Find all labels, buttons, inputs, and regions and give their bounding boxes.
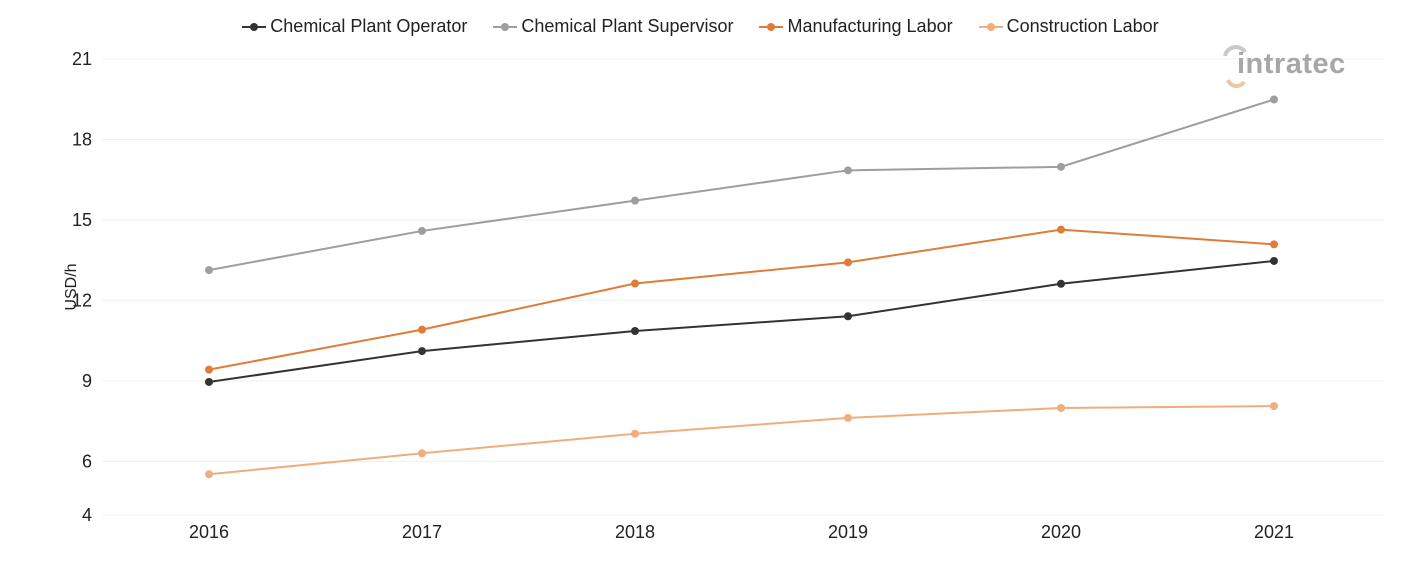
axes: 4 6 9 12 15 18 21 2016 2017 2018 2019 2020 2021 bbox=[72, 49, 1294, 542]
series bbox=[205, 95, 1278, 479]
data-point[interactable] bbox=[844, 312, 852, 321]
legend-label: Construction Labor bbox=[1006, 16, 1159, 36]
y-tick-label: 21 bbox=[72, 49, 92, 69]
legend-item[interactable]: Construction Labor bbox=[978, 16, 1159, 37]
series-construction-labor bbox=[205, 402, 1278, 479]
data-point[interactable] bbox=[205, 365, 213, 374]
series-line bbox=[208, 405, 1275, 476]
data-point[interactable] bbox=[1057, 162, 1065, 171]
legend-label: Chemical Plant Operator bbox=[270, 16, 468, 36]
data-point[interactable] bbox=[418, 226, 426, 235]
legend-item[interactable]: Chemical Plant Supervisor bbox=[493, 16, 733, 37]
data-point[interactable] bbox=[844, 258, 852, 267]
series-chemical-plant-supervisor bbox=[205, 95, 1278, 275]
data-point[interactable] bbox=[631, 326, 639, 335]
data-point[interactable] bbox=[1270, 95, 1278, 104]
x-tick-label: 2016 bbox=[189, 522, 229, 542]
x-tick-label: 2018 bbox=[615, 522, 655, 542]
legend-label: Manufacturing Labor bbox=[787, 16, 953, 36]
data-point[interactable] bbox=[1270, 402, 1278, 411]
legend-swatch-icon bbox=[493, 22, 518, 31]
legend-swatch-icon bbox=[978, 22, 1003, 31]
y-tick-label: 9 bbox=[82, 371, 92, 391]
data-point[interactable] bbox=[418, 449, 426, 458]
data-point[interactable] bbox=[205, 470, 213, 479]
data-point[interactable] bbox=[844, 413, 852, 422]
data-point[interactable] bbox=[1057, 279, 1065, 288]
data-point[interactable] bbox=[1057, 403, 1065, 412]
x-tick-label: 2021 bbox=[1254, 522, 1294, 542]
data-point[interactable] bbox=[1270, 240, 1278, 249]
data-point[interactable] bbox=[844, 166, 852, 175]
y-tick-label: 6 bbox=[82, 451, 92, 471]
y-tick-label: 15 bbox=[72, 210, 92, 230]
series-line bbox=[208, 98, 1275, 272]
data-point[interactable] bbox=[205, 377, 213, 386]
data-point[interactable] bbox=[418, 347, 426, 356]
y-tick-label: 18 bbox=[72, 129, 92, 149]
data-point[interactable] bbox=[418, 325, 426, 334]
y-tick-label: 4 bbox=[82, 505, 92, 525]
legend-item[interactable]: Chemical Plant Operator bbox=[242, 16, 467, 37]
logo-text: intratec bbox=[1237, 48, 1346, 80]
series-manufacturing-labor bbox=[205, 225, 1278, 374]
y-tick-label: 12 bbox=[72, 290, 92, 310]
x-tick-label: 2019 bbox=[828, 522, 868, 542]
x-tick-label: 2017 bbox=[402, 522, 442, 542]
intratec-logo: intratec bbox=[1221, 42, 1371, 96]
data-point[interactable] bbox=[205, 266, 213, 275]
y-axis-label: USD/h bbox=[63, 263, 80, 310]
series-chemical-plant-operator bbox=[205, 256, 1278, 386]
legend-label: Chemical Plant Supervisor bbox=[521, 16, 734, 36]
data-point[interactable] bbox=[1270, 256, 1278, 265]
legend-swatch-icon bbox=[242, 22, 267, 31]
data-point[interactable] bbox=[1057, 225, 1065, 234]
chart-legend: Chemical Plant Operator Chemical Plant Su… bbox=[0, 16, 1401, 37]
series-line bbox=[208, 228, 1275, 371]
series-line bbox=[208, 259, 1275, 383]
legend-item[interactable]: Manufacturing Labor bbox=[759, 16, 953, 37]
grid-lines bbox=[102, 58, 1385, 516]
data-point[interactable] bbox=[631, 429, 639, 438]
x-tick-label: 2020 bbox=[1041, 522, 1081, 542]
legend-swatch-icon bbox=[759, 22, 784, 31]
data-point[interactable] bbox=[631, 279, 639, 288]
logo-mark-icon bbox=[1223, 45, 1247, 88]
data-point[interactable] bbox=[631, 196, 639, 205]
